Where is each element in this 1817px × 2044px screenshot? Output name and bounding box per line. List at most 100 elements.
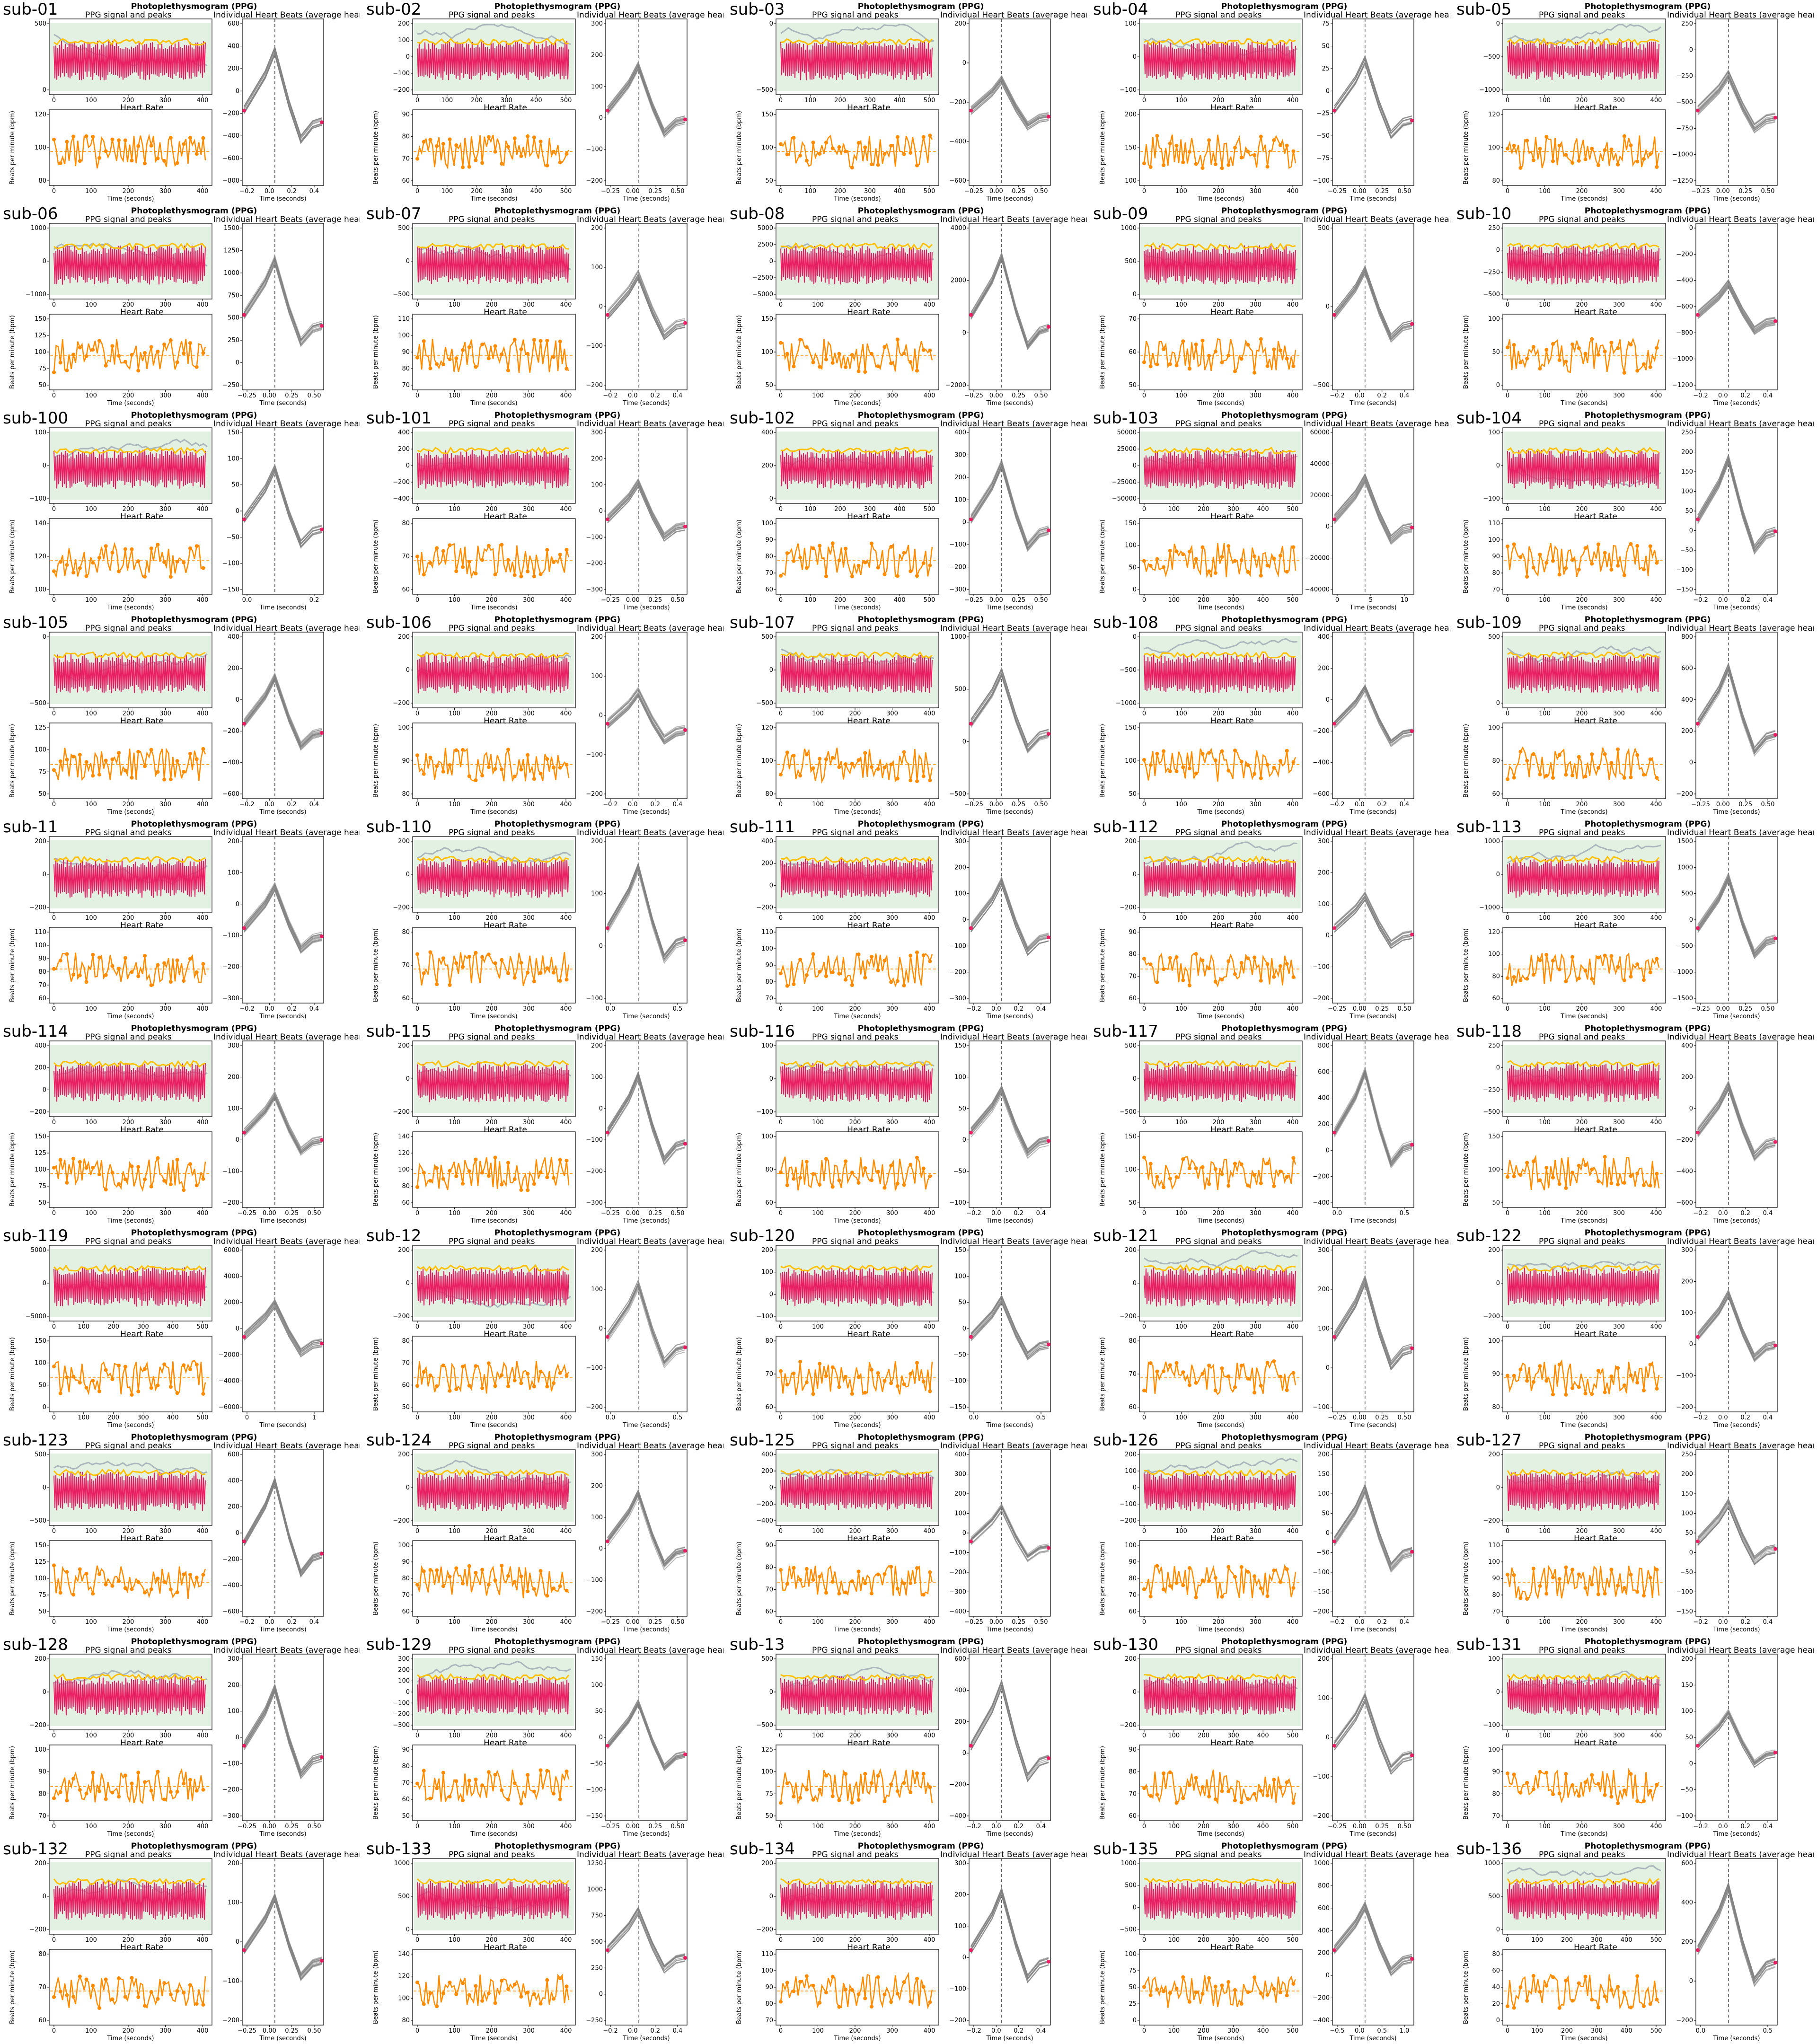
beats-title-prefix: Individual Heart Beats (average heart ra… [940,828,1087,837]
y-tick-label: −200 [222,964,239,971]
y-tick-label: 70 [38,982,46,989]
heart-rate-point [448,137,452,141]
heart-rate-point [110,551,115,555]
y-tick-label: 80 [402,1338,410,1345]
y-tick-label: 400 [761,429,773,436]
heart-rate-point [1583,157,1588,161]
heart-rate-points [1506,134,1659,170]
x-tick-label: 0 [1142,1323,1146,1330]
heart-rate-point [558,339,562,344]
clean-ppg-signal [417,1267,569,1307]
heart-beats-title: Individual Heart Beats (average heart ra… [940,1032,1087,1042]
y-tick-label: 0 [236,1137,239,1144]
x-tick-label: 200 [1198,506,1209,513]
x-tick-label: 100 [1175,188,1187,195]
heart-rate-point [1531,158,1535,162]
beat-trace [970,675,1049,754]
x-tick-label: 100 [1539,392,1551,399]
heart-rate-point [168,980,173,984]
x-tick-label: 200 [1213,801,1225,808]
x-tick-label: 400 [197,597,209,604]
x-tick-label: 500 [924,506,935,513]
heart-rate-point [804,1567,809,1571]
heart-rate-point [143,161,147,166]
y-tick-label: −100 [949,1550,966,1557]
heart-beats-title: Individual Heart Beats (average heart ra… [940,419,1087,429]
x-tick-label: 400 [560,506,572,513]
ppg-peaks [1507,1060,1660,1068]
x-tick-label: 0.25 [1375,1414,1389,1421]
beats-title-prefix: Individual Heart Beats (average heart ra… [940,419,1087,429]
heart-beats-title: Individual Heart Beats (average heart ra… [1304,10,1450,20]
heart-rate-point [143,1177,147,1181]
heart-rate-point [1155,1564,1159,1568]
individual-beats [244,463,322,549]
heart-rate-axes-frame [1502,518,1666,595]
y-tick-label: 125 [35,1559,46,1566]
x-tick-label: 400 [894,188,906,195]
heart-rate-point [1174,1361,1179,1365]
ppg-signal-title: PPG signal and peaks [449,624,535,633]
heart-rate-point [1570,342,1575,346]
beat-trace [244,1095,322,1153]
heart-rate-point [1174,143,1179,148]
x-tick-label: 100 [1175,915,1187,922]
y-tick-label: 0 [236,88,239,95]
y-tick-label: −200 [1120,904,1137,911]
heart-rate-point [850,574,854,579]
x-tick-label: 100 [1175,97,1187,104]
y-tick-label: 60 [765,586,773,593]
y-tick-label: 0 [1496,700,1500,707]
heart-rate-point [519,767,523,772]
y-tick-label: −500 [1483,53,1500,61]
x-tick-label: 0 [52,1210,56,1217]
heart-rate-point [1544,774,1549,778]
y-tick-label: 80 [38,969,46,976]
beats-x-axis-label: Time (seconds) [622,195,670,203]
x-tick-label: 0 [1142,392,1146,399]
clean-ppg-signal [780,41,933,80]
x-tick-label: 100 [804,597,816,604]
heart-rate-point [850,1579,854,1583]
heart-rate-axes-frame [1139,518,1303,595]
heart-rate-point [448,983,452,987]
x-tick-label: −0.2 [1693,392,1708,399]
y-tick-label: −100 [222,560,239,567]
heart-rate-title: Heart Rate [1210,1534,1254,1543]
heart-rate-point [78,566,82,570]
heart-rate-point [1622,370,1626,375]
x-tick-label: 100 [85,506,97,513]
heart-rate-point [1603,752,1607,756]
beat-start-marker [1332,517,1336,521]
heart-rate-point [1265,763,1270,767]
heart-rate-point [1285,356,1289,361]
y-tick-label: 90 [402,111,410,118]
y-tick-label: 150 [35,1133,46,1140]
x-tick-label: 200 [123,301,134,308]
subject-label: sub-115 [366,1022,432,1041]
x-tick-label: 400 [560,710,572,717]
hr-x-axis-label: Time (seconds) [106,1013,154,1020]
x-tick-label: 300 [864,188,876,195]
heart-rate-point [1148,1162,1153,1166]
heart-rate-point [1622,978,1626,982]
y-tick-label: 100 [1125,177,1137,185]
heart-rate-point [454,748,459,752]
x-tick-label: 0.5 [1400,1210,1410,1217]
heart-rate-title: Heart Rate [1574,1534,1617,1543]
x-tick-label: 0.50 [671,188,685,195]
y-tick-label: 0 [1689,759,1693,766]
beats-title-prefix: Individual Heart Beats (average heart ra… [1667,828,1814,837]
subject-label: sub-122 [1456,1226,1522,1245]
hr-x-axis-label: Time (seconds) [106,1217,154,1225]
heart-rate-point [1609,568,1614,572]
heart-beats-axes-frame [242,18,324,186]
beat-start-marker [1696,108,1700,113]
heart-rate-point [1220,361,1224,365]
heart-rate-point [785,1383,789,1387]
heart-rate-line [780,543,933,579]
y-tick-label: −4000 [219,1378,239,1385]
x-tick-label: 0.00 [263,1823,276,1830]
heart-rate-point [1220,1366,1224,1370]
hr-x-axis-label: Time (seconds) [1197,400,1244,407]
